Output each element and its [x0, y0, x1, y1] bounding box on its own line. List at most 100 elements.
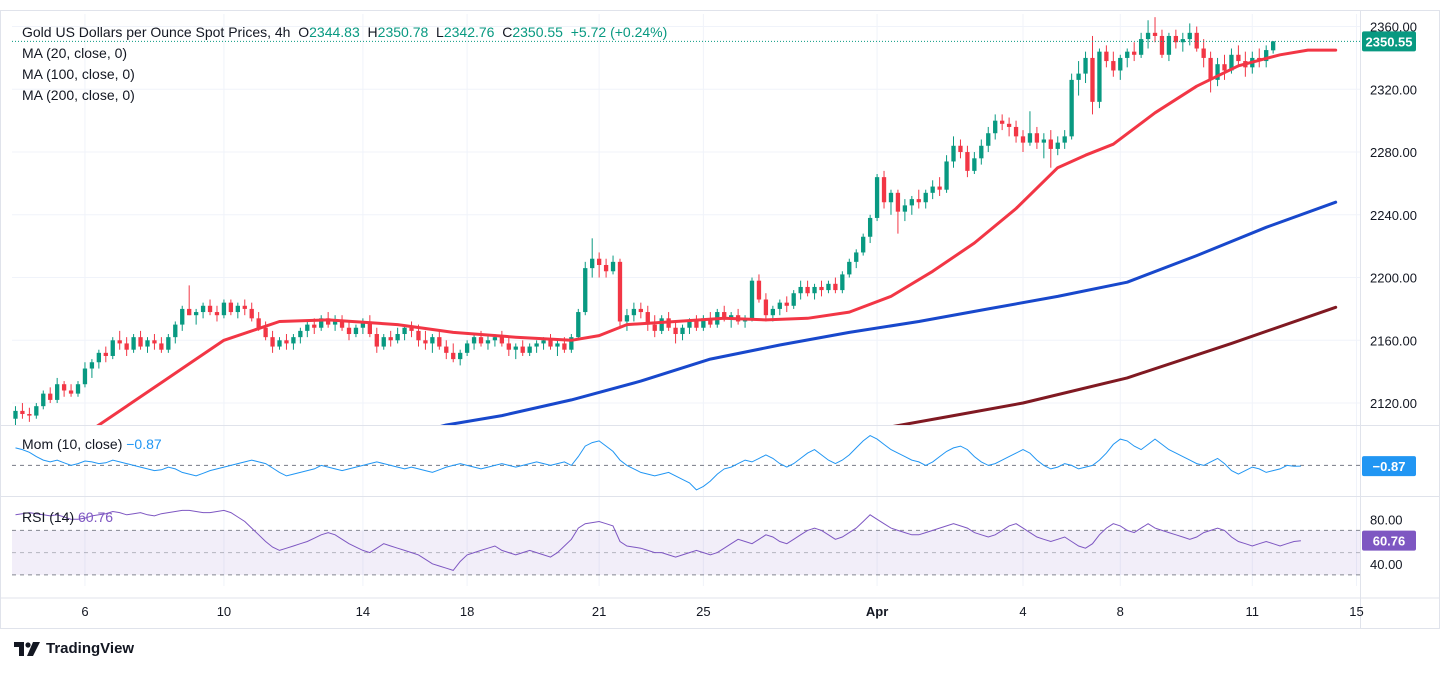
candle-body [207, 305, 213, 313]
ma20-series [96, 48, 1338, 425]
candle-body [861, 236, 866, 253]
candle-body [478, 337, 484, 344]
ma200-legend[interactable]: MA (200, close, 0) [22, 85, 135, 106]
candle-body [166, 337, 171, 350]
time-tick-label: 15 [1349, 604, 1363, 619]
candle-body [826, 283, 831, 291]
ma100-legend[interactable]: MA (100, close, 0) [22, 64, 135, 85]
candle-body [951, 145, 956, 162]
candle-body [367, 321, 372, 335]
close-label: C [502, 24, 513, 40]
candle-body [1006, 123, 1012, 127]
high-label: H [367, 24, 378, 40]
candle-body [617, 261, 623, 322]
candle-body [138, 337, 143, 347]
candle-body [812, 286, 817, 294]
candle-body [1090, 57, 1095, 102]
candle-body [402, 327, 407, 335]
ma200-legend-label: MA (200, close, 0) [22, 87, 135, 103]
mom-value-badge-bg [1362, 456, 1416, 477]
candle-body [506, 343, 511, 350]
candle-body [48, 393, 53, 400]
candle-body [548, 340, 553, 347]
candle-body [451, 352, 456, 360]
candle-body [1229, 54, 1234, 71]
price-axis[interactable]: 2120.00 2160.00 2200.00 2240.00 2280.00 2320.… [1370, 20, 1417, 572]
price-tick-label: 2280.00 [1370, 145, 1417, 160]
candle-body [346, 327, 352, 335]
candle-body [298, 330, 303, 338]
candle-body [124, 343, 129, 350]
ma20-legend[interactable]: MA (20, close, 0) [22, 43, 127, 64]
candle-body [464, 343, 470, 353]
candle-body [61, 384, 67, 391]
candle-body [339, 321, 345, 328]
time-tick-label: 10 [217, 604, 231, 619]
candle-body [1041, 139, 1046, 143]
rsi-line [15, 509, 1301, 571]
price-tick-label: 2160.00 [1370, 333, 1417, 348]
candle-body [902, 205, 908, 212]
candle-body [68, 390, 74, 394]
momentum-series [12, 435, 1360, 491]
candle-body [756, 280, 762, 300]
ma100-series [440, 200, 1338, 425]
candle-body [1062, 136, 1067, 143]
candle-body [27, 414, 32, 416]
candle-body [1180, 39, 1185, 43]
candle-body [874, 177, 880, 218]
time-tick-label: 14 [356, 604, 370, 619]
candle-body [263, 327, 268, 338]
rsi-value-badge-bg [1362, 530, 1416, 551]
candle-body [1027, 133, 1033, 143]
candle-body [173, 324, 178, 338]
candle-body [353, 327, 359, 335]
tradingview-logo[interactable]: TradingView [14, 640, 134, 657]
candle-body [1145, 32, 1151, 40]
rsi-legend[interactable]: RSI (14) 60.76 [22, 507, 113, 528]
candle-body [423, 340, 428, 344]
candle-body [103, 352, 108, 356]
last-price-badge-bg [1362, 31, 1416, 52]
candle-body [326, 318, 331, 325]
candle-body [145, 340, 150, 347]
candle-body [444, 346, 449, 353]
candle-body [993, 120, 998, 134]
candle-body [430, 337, 435, 344]
mom-legend[interactable]: Mom (10, close) −0.87 [22, 434, 162, 455]
grid-lines [12, 14, 1360, 586]
candle-body [374, 334, 379, 347]
mom-legend-value: −0.87 [126, 436, 162, 452]
time-tick-label: 4 [1019, 604, 1026, 619]
candle-body [200, 305, 206, 313]
candle-body [562, 343, 567, 350]
candle-body [520, 346, 525, 353]
high-value: 2350.78 [377, 24, 429, 40]
candle-body [277, 340, 282, 347]
candle-body [110, 340, 115, 356]
candle-body [840, 274, 845, 291]
ma100-legend-label: MA (100, close, 0) [22, 66, 135, 82]
price-tick-label: 2200.00 [1370, 271, 1417, 286]
open-label: O [298, 24, 310, 40]
candle-body [1111, 61, 1116, 71]
symbol-legend[interactable]: Gold US Dollars per Ounce Spot Prices, 4… [22, 24, 668, 40]
candle-body [1097, 51, 1102, 102]
pane-frame [0, 10, 1440, 629]
interval-label: 4h [274, 24, 291, 40]
candle-body [499, 337, 505, 344]
symbol-name: Gold US Dollars per Ounce Spot Prices [22, 24, 268, 40]
candle-body [1055, 142, 1060, 149]
candle-body [381, 337, 386, 347]
price-tick-label: 2360.00 [1370, 20, 1417, 35]
candle-body [1194, 32, 1199, 49]
time-axis[interactable]: 6 10 14 18 21 25 Apr 4 8 11 15 [81, 604, 1363, 619]
candle-body [1104, 51, 1109, 62]
ma20-line [96, 48, 1338, 425]
candle-body [603, 264, 609, 272]
rsi-series [15, 509, 1301, 571]
candle-body [34, 406, 39, 416]
candle-body [13, 410, 18, 419]
candle-body [763, 299, 769, 316]
